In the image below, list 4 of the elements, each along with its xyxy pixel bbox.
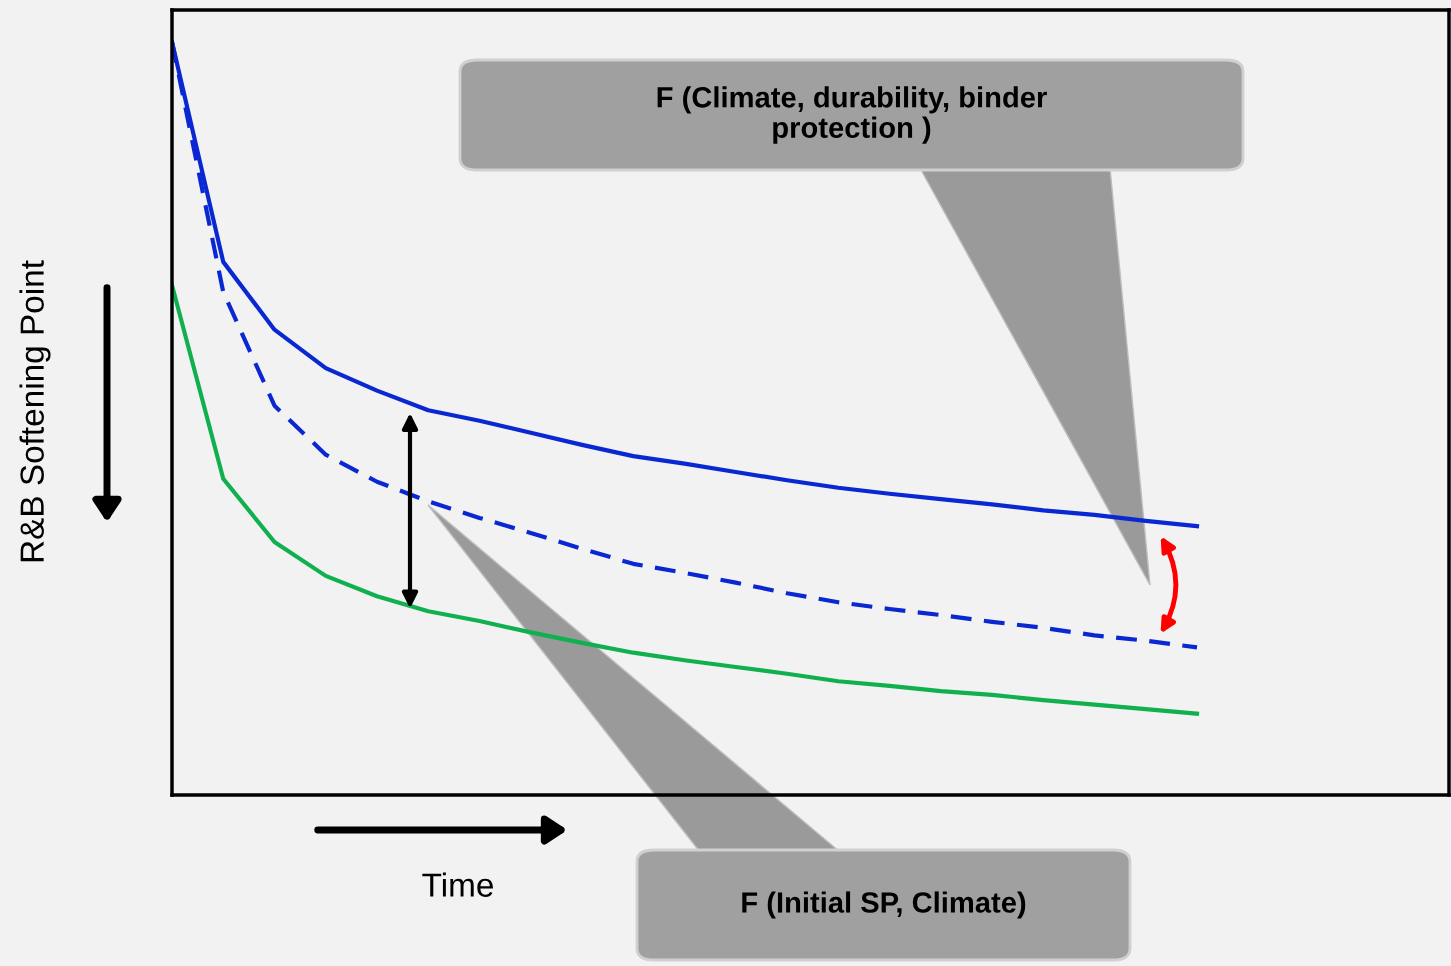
x-axis-title: Time [422,872,493,897]
text: F (Initial SP, Climate) [742,891,1026,919]
y-axis-title: R&B Softening Point [19,260,51,562]
annotation: F (Climate, durability, binder protection ) [657,86,1047,144]
